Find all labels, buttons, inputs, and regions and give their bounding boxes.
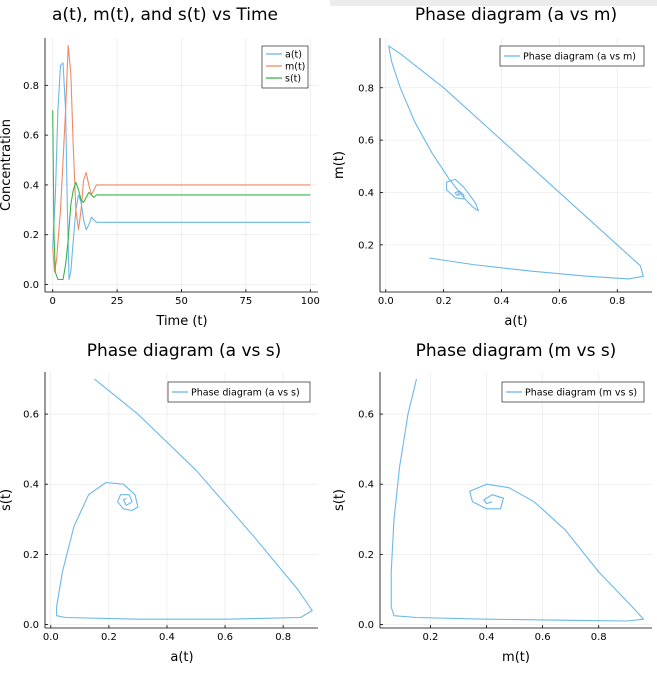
x-tick-label: 0.0 [378,296,394,307]
x-tick-label: 50 [175,296,188,307]
y-tick-label: 0.4 [23,480,39,491]
series-line-1 [390,378,645,622]
y-tick-label: 0.0 [358,620,374,631]
chart-title: Phase diagram (m vs s) [416,341,617,361]
y-tick-label: 0.0 [23,280,39,291]
y-axis-label: s(t) [332,489,347,511]
x-tick-label: 0.8 [609,296,625,307]
x-tick-label: 0.2 [101,632,117,643]
legend: a(t)m(t)s(t) [261,45,309,89]
legend: Phase diagram (m vs s) [501,381,645,403]
legend-entry: m(t) [285,62,305,73]
x-tick-label: 0.4 [479,632,495,643]
legend-box [167,381,311,403]
x-axis-label: m(t) [502,650,530,665]
x-tick-label: 0.2 [436,296,452,307]
x-tick-label: 0.8 [591,632,607,643]
legend: Phase diagram (a vs m) [499,45,645,67]
y-axis-label: Concentration [0,119,14,211]
x-tick-label: 0.6 [217,632,233,643]
y-tick-label: 0.2 [358,240,374,251]
legend: Phase diagram (a vs s) [167,381,311,403]
top-strip [330,0,657,6]
x-tick-label: 0.4 [494,296,510,307]
y-tick-label: 0.6 [23,131,39,142]
x-tick-label: 100 [301,296,320,307]
x-axis-label: a(t) [504,314,527,329]
chart-panel-1: 0 25 50 75 100 0.0 0.2 0.4 0.6 0.8 a(t), m(t), and… [0,5,320,329]
chart-panel-2: 0.0 0.2 0.4 0.6 0.8 0.2 0.4 0.6 0.8 Phase diagram… [332,5,652,329]
y-tick-label: 0.6 [23,410,39,421]
y-tick-label: 0.4 [23,180,39,191]
y-tick-label: 0.4 [358,188,374,199]
chart-title: Phase diagram (a vs s) [87,341,282,361]
y-axis-label: m(t) [332,151,347,179]
y-tick-label: 0.4 [358,480,374,491]
x-tick-label: 0.6 [551,296,567,307]
series-line-1 [388,45,644,280]
y-tick-label: 0.6 [358,136,374,147]
legend-entry: Phase diagram (a vs m) [523,52,636,63]
x-tick-label: 0.8 [275,632,291,643]
x-tick-label: 0 [50,296,56,307]
series-line-1 [56,378,313,620]
x-tick-label: 25 [111,296,124,307]
x-axis-label: a(t) [170,650,193,665]
y-tick-label: 0.2 [358,550,374,561]
y-axis-label: s(t) [0,489,14,511]
legend-entry: a(t) [285,50,302,61]
y-tick-label: 0.2 [23,230,39,241]
legend-entry: s(t) [285,74,301,85]
y-tick-label: 0.8 [358,83,374,94]
legend-entry: Phase diagram (a vs s) [191,388,300,399]
chart-title: Phase diagram (a vs m) [415,5,617,25]
legend-box [499,45,645,67]
y-tick-label: 0.6 [358,410,374,421]
series-line-3 [52,110,311,281]
x-tick-label: 75 [240,296,253,307]
x-tick-label: 0.4 [159,632,175,643]
y-tick-label: 0.8 [23,81,39,92]
series-line-1 [52,62,311,281]
x-tick-label: 0.0 [43,632,59,643]
chart-title: a(t), m(t), and s(t) vs Time [52,5,278,25]
chart-panel-4: 0.2 0.4 0.6 0.8 0.0 0.2 0.4 0.6 Phase diagram (m… [332,341,652,665]
y-tick-label: 0.2 [23,550,39,561]
legend-box [501,381,645,403]
legend-box [261,45,309,89]
x-tick-label: 0.6 [535,632,551,643]
legend-entry: Phase diagram (m vs s) [525,388,637,399]
chart-panel-3: 0.0 0.2 0.4 0.6 0.8 0.0 0.2 0.4 0.6 Phase diagram… [0,341,318,665]
series-line-2 [52,44,311,273]
x-axis-label: Time (t) [155,314,207,329]
x-tick-label: 0.2 [423,632,439,643]
y-tick-label: 0.0 [23,620,39,631]
